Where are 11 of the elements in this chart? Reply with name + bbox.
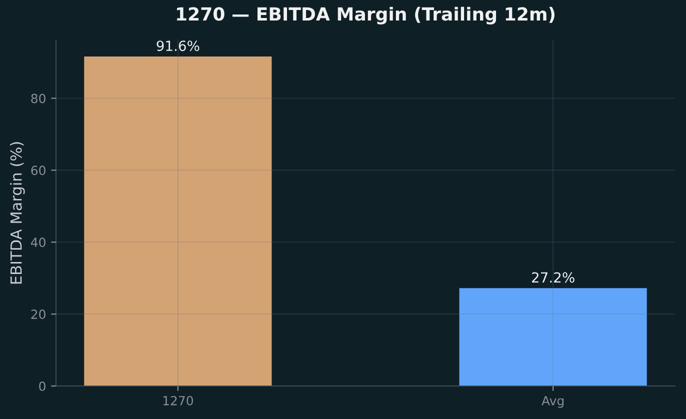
data-label: 91.6% <box>156 40 200 52</box>
y-tick-label: 60 <box>31 166 46 176</box>
data-label: 27.2% <box>532 272 574 283</box>
y-tick-label: 20 <box>31 310 46 319</box>
y-tick-label: 40 <box>30 238 46 248</box>
x-tick-label: Avg <box>542 396 564 408</box>
y-axis-title: EBITDA Margin (%) <box>10 142 25 284</box>
chart-title: 1270 — EBITDA Margin (Trailing 12m) <box>177 6 554 24</box>
x-tick-label: 1270 <box>163 396 193 406</box>
y-tick-label: 80 <box>31 94 46 104</box>
y-tick-label: 0 <box>39 381 46 391</box>
